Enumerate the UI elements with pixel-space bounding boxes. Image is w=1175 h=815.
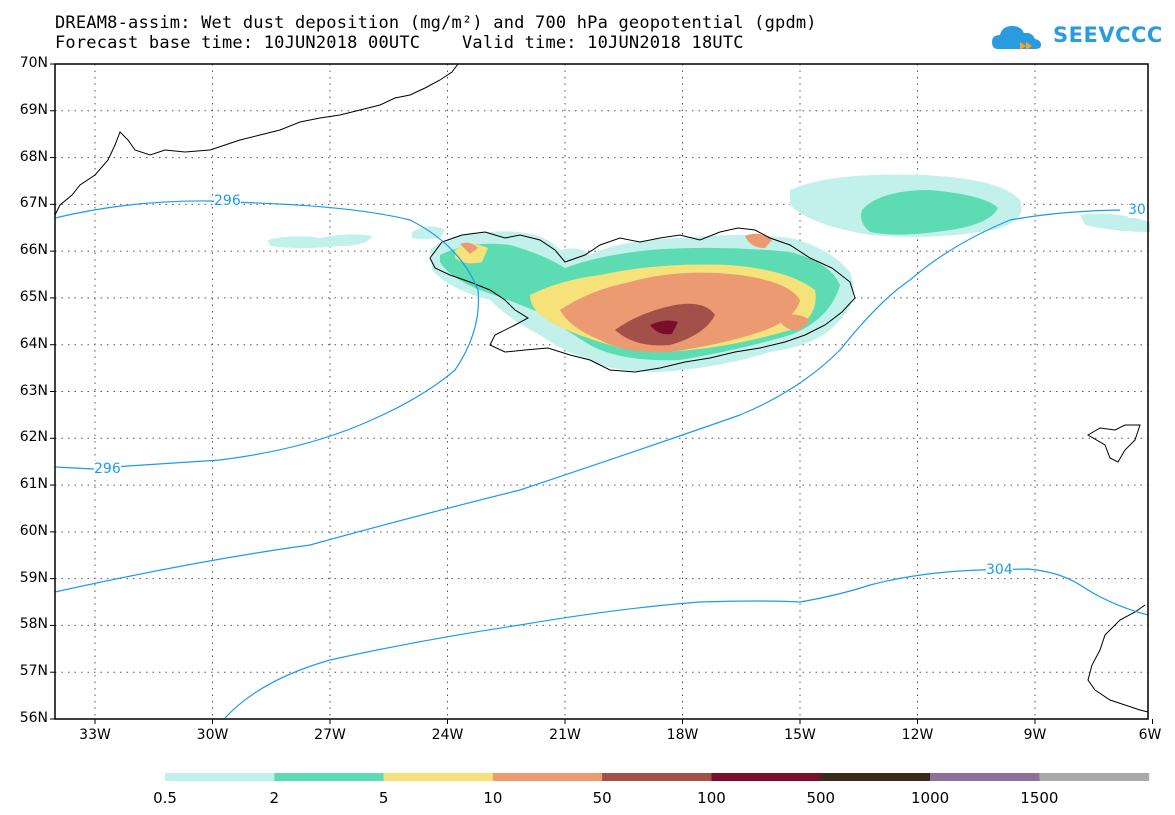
lat-label: 62N [19, 429, 48, 446]
contour-304 [224, 568, 1149, 719]
lon-label: 12W [901, 727, 934, 743]
dust-field [268, 174, 1150, 372]
lon-label: 6W [1138, 727, 1162, 743]
logo-text: SEEVCCC [1053, 23, 1163, 47]
map-subtitle: Forecast base time: 10JUN2018 00UTC Vali… [55, 33, 744, 53]
lat-label: 65N [19, 288, 48, 305]
lat-label: 63N [19, 382, 48, 399]
lon-label: 15W [784, 727, 816, 743]
lat-label: 70N [19, 55, 48, 71]
lat-label: 60N [19, 522, 48, 539]
lat-label: 69N [19, 101, 48, 118]
colorbar-label: 50 [592, 789, 612, 807]
dust-shade-0.5 [412, 226, 445, 239]
colorbar-label: 0.5 [153, 789, 177, 807]
lon-label: 30W [196, 727, 229, 743]
coastlines [54, 63, 1149, 713]
lon-label: 24W [431, 727, 464, 743]
dust-shade-10 [745, 233, 772, 248]
lat-label: 67N [19, 195, 48, 212]
contour-label: 296 [214, 193, 241, 209]
lat-label: 58N [19, 616, 48, 633]
contour-300 [54, 209, 1121, 593]
greenland-coast [54, 63, 459, 216]
colorbar-label: 500 [806, 789, 836, 807]
dust-shade-0.5 [1080, 213, 1150, 232]
seevccc-logo [992, 26, 1041, 50]
dust-shade-10 [778, 314, 810, 331]
contour-296-north [54, 200, 480, 470]
lat-label: 59N [19, 569, 48, 586]
contour-label: 296 [94, 461, 121, 477]
colorbar-label: 2 [269, 789, 280, 807]
lat-label: 64N [19, 335, 48, 352]
faroe-islands [1087, 424, 1141, 463]
lon-label: 33W [79, 727, 111, 743]
graticule [55, 64, 1148, 719]
lat-label: 57N [19, 663, 48, 680]
geopotential-contours [54, 200, 1149, 719]
dust-shade-10 [460, 242, 478, 254]
colorbar-label: 1000 [911, 789, 950, 807]
lon-label: 9W [1023, 727, 1047, 743]
colorbar-label: 1500 [1020, 789, 1059, 807]
lat-label: 66N [19, 242, 48, 259]
scotland-coast [1087, 604, 1149, 713]
lat-label: 61N [19, 476, 48, 493]
dust-shade-5 [455, 244, 488, 264]
colorbar-label: 5 [378, 789, 389, 807]
lat-label: 68N [19, 148, 48, 165]
contour-label: 30 [1128, 202, 1146, 218]
dust-shade-0.5 [268, 234, 372, 248]
dust-shade-2 [861, 190, 998, 235]
lon-label: 18W [666, 727, 699, 743]
dust-shade-100 [650, 320, 678, 335]
lon-label: 21W [549, 727, 581, 743]
contour-label: 304 [986, 562, 1013, 578]
map-title: DREAM8-assim: Wet dust deposition (mg/m²… [55, 13, 817, 33]
iceland-coast [429, 227, 856, 373]
lat-label: 56N [19, 710, 48, 726]
lon-label: 27W [314, 727, 346, 743]
colorbar-label: 100 [697, 789, 726, 807]
colorbar-label: 10 [483, 789, 503, 807]
